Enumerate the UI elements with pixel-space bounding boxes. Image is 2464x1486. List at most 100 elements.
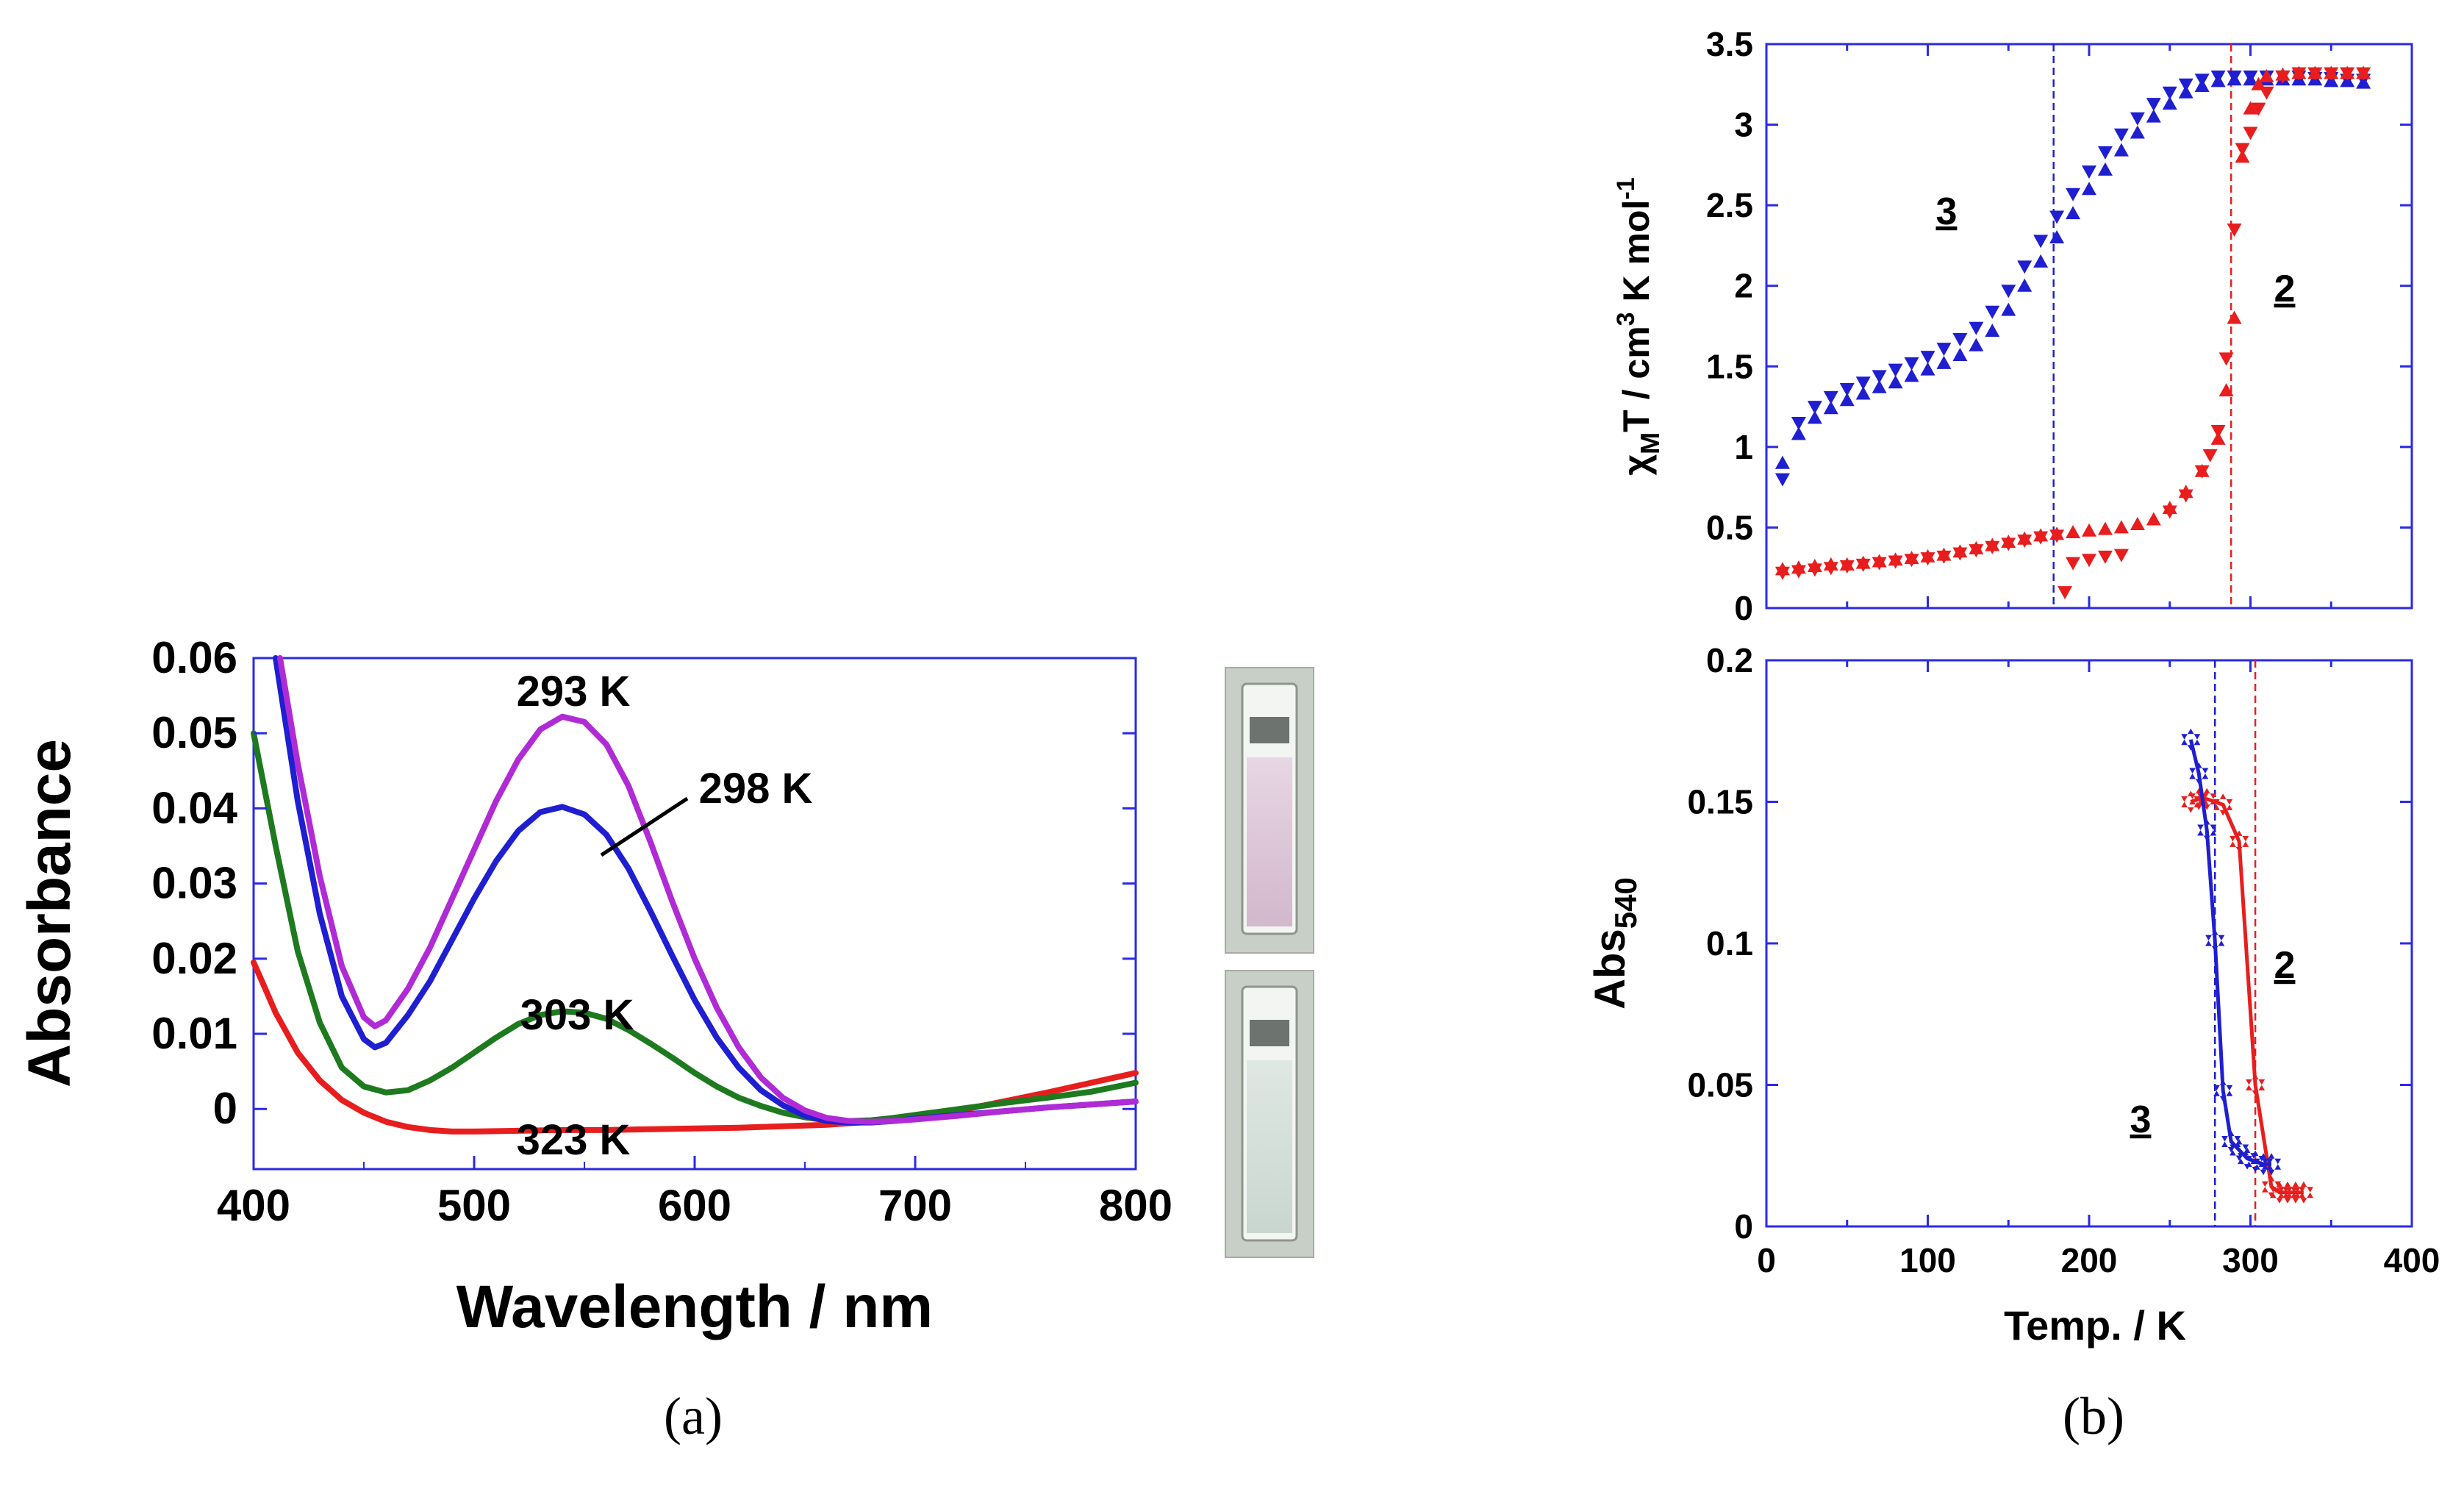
- marker-3-up: [1952, 347, 1968, 361]
- marker-3-up: [1920, 362, 1935, 376]
- marker-2-down: [2324, 67, 2339, 81]
- marker-3-down: [1888, 363, 1903, 377]
- marker-2-down: [2340, 67, 2355, 81]
- marker-2-down: [1872, 557, 1887, 571]
- marker-2-down: [2291, 67, 2307, 81]
- marker-2-down: [1936, 550, 1952, 564]
- marker-3-up: [1936, 355, 1952, 369]
- panel-b-bottom-plot-frame: [1765, 659, 2413, 1228]
- marker-2-down: [2227, 224, 2242, 237]
- marker-star-2: [2230, 830, 2249, 853]
- panel-a-x-tick-label: 400: [217, 1181, 290, 1230]
- marker-3-down: [2033, 235, 2049, 249]
- panel-a-y-tick-label: 0.01: [151, 1009, 237, 1058]
- panel-b-xlabel: Temp. / K: [2004, 1302, 2186, 1349]
- marker-2-down: [2356, 67, 2371, 81]
- marker-2-up: [2066, 525, 2081, 539]
- cuvette-photo-323k: [1225, 970, 1314, 1258]
- panel-b-bottom-x-tick-label: 300: [2222, 1241, 2279, 1279]
- panel-a-y-tick-label: 0.04: [151, 783, 237, 832]
- marker-2-down: [2251, 102, 2266, 116]
- marker-2-down: [2218, 352, 2234, 366]
- panel-a-y-tick-label: 0.02: [151, 934, 237, 983]
- marker-2-down: [1807, 563, 1822, 577]
- series-293k: [277, 655, 1139, 1125]
- marker-2-down: [1985, 540, 2000, 554]
- marker-3-down: [2178, 78, 2193, 92]
- marker-3-down: [2227, 70, 2242, 84]
- marker-star-3: [2246, 1150, 2266, 1173]
- marker-star-3: [2238, 1147, 2257, 1170]
- marker-3-down: [1920, 351, 1935, 365]
- marker-star-3: [2189, 762, 2209, 785]
- marker-3-up: [2001, 302, 2016, 316]
- panel-a-x-tick-label: 700: [878, 1181, 952, 1230]
- marker-3-up: [1807, 410, 1822, 424]
- marker-3-down: [1985, 305, 2000, 319]
- marker-3-down: [1936, 343, 1952, 357]
- series-303k: [251, 730, 1139, 1124]
- marker-2-down: [2017, 534, 2033, 548]
- panel-b-top-magnetism-chart: 0 0.5 1 1.5 2 2.5 3 3.5 χMT / cm3 K mol-1 3 2: [1612, 25, 2413, 627]
- panel-a-ylabel: Absorbance: [16, 739, 83, 1087]
- marker-3-up: [1985, 324, 2000, 337]
- marker-star-2: [2293, 1181, 2313, 1204]
- marker-3-down: [2017, 260, 2033, 274]
- panel-b-bottom-label-2: 2: [2274, 944, 2296, 987]
- marker-3-down: [2130, 112, 2145, 126]
- marker-3-down: [1823, 390, 1838, 404]
- panel-b-top-y-tick-label: 3.5: [1706, 25, 1753, 63]
- marker-3-up: [2066, 206, 2081, 220]
- panel-b-bottom-label-3: 3: [2130, 1099, 2152, 1141]
- panel-a-y-tick-label: 0.05: [151, 708, 237, 757]
- marker-2-up: [2097, 521, 2113, 535]
- marker-star-3: [2205, 929, 2225, 952]
- marker-2-up: [2146, 512, 2161, 526]
- panel-a-x-tick-label: 500: [437, 1181, 511, 1230]
- panel-b-top-y-tick-label: 1: [1734, 428, 1753, 466]
- marker-star-3: [2181, 728, 2201, 751]
- marker-3-down: [2113, 128, 2129, 142]
- marker-3-down: [2194, 74, 2210, 87]
- marker-star-2: [2246, 1074, 2266, 1096]
- marker-3-up: [1969, 337, 1984, 351]
- marker-3-down: [1855, 376, 1871, 390]
- panel-a-tag: (a): [664, 1387, 723, 1446]
- panel-a-x-tick-label: 800: [1099, 1181, 1172, 1230]
- marker-3-down: [1774, 473, 1790, 487]
- marker-3-up: [2162, 96, 2177, 110]
- marker-3-down: [2243, 70, 2258, 84]
- marker-3-down: [2162, 86, 2177, 100]
- marker-2-up: [2227, 310, 2242, 324]
- marker-2-down: [1823, 562, 1838, 576]
- marker-3-down: [2082, 165, 2096, 179]
- panel-a-y-tick-label: 0.06: [151, 633, 237, 682]
- marker-2-down: [2049, 529, 2065, 543]
- annotation-303k: 303 K: [520, 991, 634, 1039]
- marker-3-up: [1904, 368, 1919, 382]
- panel-b-bottom-absorbance-chart: 00.050.10.150.20 100 200 300 400 Abs540 2 3 …: [1586, 641, 2440, 1446]
- marker-3-down: [1969, 321, 1984, 335]
- marker-3-down: [2097, 146, 2113, 160]
- marker-star-3: [2221, 1130, 2241, 1153]
- panel-a-uv-vis-chart: 400 500 600 700 800 0 0.01 0.02 0.03 0.04 0.05 0.06…: [16, 633, 1172, 1446]
- marker-2-down: [1888, 555, 1903, 569]
- marker-3-up: [1888, 375, 1903, 389]
- marker-star-2: [2181, 790, 2201, 813]
- marker-2-down: [2235, 143, 2250, 157]
- marker-2-down: [2243, 126, 2258, 140]
- marker-2-down: [2259, 86, 2274, 100]
- marker-star-3: [2230, 1139, 2249, 1162]
- marker-2-up: [2113, 520, 2129, 534]
- marker-3-up: [1774, 455, 1790, 469]
- panel-a-x-tick-label: 600: [658, 1181, 731, 1230]
- panel-a-y-tick-label: 0: [213, 1084, 237, 1133]
- panel-b-bottom-y-tick-label: 0.15: [1687, 783, 1753, 821]
- marker-2-down: [1969, 544, 1984, 558]
- marker-3-up: [1791, 426, 1806, 440]
- marker-2-down: [2113, 549, 2129, 562]
- marker-2-down: [1904, 554, 1919, 568]
- leader-line-298k: [600, 796, 689, 857]
- marker-3-down: [1839, 382, 1855, 396]
